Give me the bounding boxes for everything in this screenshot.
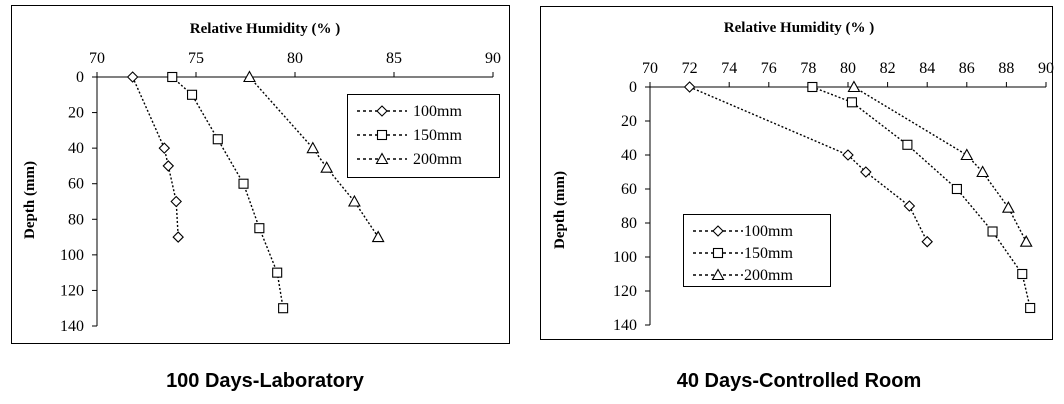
data-point-150mm <box>846 97 858 108</box>
y-tick-label: 60 <box>68 176 84 193</box>
data-point-200mm <box>371 230 385 243</box>
x-tick-label: 78 <box>800 60 816 77</box>
y-tick-label: 40 <box>68 140 84 157</box>
y-tick-label: 140 <box>613 317 637 334</box>
x-axis-label: Relative Humidity (% ) <box>724 20 874 36</box>
x-tick-label: 86 <box>959 60 975 77</box>
series-line-150mm <box>812 86 1031 309</box>
data-point-150mm <box>186 89 198 100</box>
data-point-200mm <box>347 194 361 207</box>
chart-controlled-room: 70 72 74 76 78 80 82 84 86 88 90 0 20 40 60 80 100 120 140… <box>540 6 1054 392</box>
y-tick-label: 120 <box>613 283 637 300</box>
y-axis-label: Depth (mm) <box>552 171 568 249</box>
x-tick-label: 82 <box>880 60 896 77</box>
series-line-100mm <box>131 76 179 238</box>
legend-label: 150mm <box>744 245 793 262</box>
data-point-150mm <box>212 134 223 145</box>
data-point-100mm <box>683 81 696 93</box>
x-tick-label: 70 <box>89 50 105 67</box>
data-point-150mm <box>278 303 289 314</box>
series-line-150mm <box>171 76 284 309</box>
data-point-150mm <box>167 71 178 83</box>
data-point-100mm <box>162 160 175 172</box>
series-line-200mm <box>248 76 379 238</box>
data-point-200mm <box>306 141 320 154</box>
x-tick-label: 80 <box>287 50 303 67</box>
data-point-150mm <box>272 267 283 278</box>
x-tick-label: 74 <box>721 60 737 77</box>
legend-marker <box>712 225 724 237</box>
chart-laboratory: 70 75 80 85 90 0 20 40 60 80 100 120 140 Relative Hum… <box>11 5 510 392</box>
y-tick-label: 40 <box>621 147 637 164</box>
data-point-100mm <box>126 71 139 83</box>
data-point-100mm <box>170 195 182 208</box>
data-point-150mm <box>1017 268 1028 280</box>
chart-caption: 100 Days-Laboratory <box>166 370 365 392</box>
legend-marker <box>711 268 725 281</box>
y-axis-label: Depth (mm) <box>22 161 38 239</box>
y-tick-label: 80 <box>621 215 637 232</box>
data-point-150mm <box>1025 302 1036 314</box>
legend-marker <box>376 129 388 141</box>
chart-panel-laboratory: 70 75 80 85 90 0 20 40 60 80 100 120 140 Relative Hum… <box>0 0 530 399</box>
data-point-150mm <box>987 226 998 237</box>
data-point-200mm <box>320 161 334 173</box>
data-point-200mm <box>243 70 256 83</box>
y-tick-label: 0 <box>76 69 84 86</box>
data-point-150mm <box>902 139 913 150</box>
x-tick-label: 80 <box>840 60 856 77</box>
y-tick-label: 20 <box>621 113 637 130</box>
legend-label: 150mm <box>413 127 462 144</box>
x-tick-label: 76 <box>761 60 777 77</box>
chart-caption: 40 Days-Controlled Room <box>677 370 921 392</box>
x-tick-label: 85 <box>386 50 402 67</box>
data-point-200mm <box>1001 201 1015 213</box>
chart-frame <box>11 5 510 344</box>
data-point-150mm <box>807 81 818 93</box>
data-point-150mm <box>238 178 249 189</box>
data-point-200mm <box>960 148 974 161</box>
data-point-100mm <box>860 166 872 178</box>
legend-label: 200mm <box>744 267 793 284</box>
x-tick-label: 72 <box>682 60 698 77</box>
legend-marker <box>375 152 389 165</box>
legend-marker <box>712 247 724 259</box>
x-axis-label: Relative Humidity (% ) <box>190 21 340 37</box>
y-tick-label: 120 <box>60 282 84 299</box>
legend-label: 100mm <box>413 103 462 120</box>
series-line-200mm <box>853 86 1027 243</box>
y-tick-label: 140 <box>60 318 84 335</box>
x-tick-label: 75 <box>188 50 204 67</box>
x-tick-label: 90 <box>1038 60 1054 77</box>
y-tick-label: 0 <box>629 79 637 96</box>
data-point-200mm <box>1019 235 1033 247</box>
data-point-100mm <box>903 200 916 212</box>
x-tick-label: 84 <box>919 60 935 77</box>
legend-label: 100mm <box>744 223 793 240</box>
x-tick-label: 88 <box>998 60 1014 77</box>
y-tick-label: 80 <box>68 211 84 228</box>
data-point-100mm <box>921 235 933 248</box>
x-tick-label: 70 <box>642 60 658 77</box>
legend: 100mm 150mm 200mm <box>683 214 831 287</box>
data-point-150mm <box>951 183 962 195</box>
legend: 100mm 150mm 200mm <box>347 94 500 178</box>
data-point-200mm <box>976 165 990 178</box>
y-tick-label: 20 <box>68 105 84 122</box>
data-point-200mm <box>847 80 861 93</box>
y-tick-label: 100 <box>60 247 84 264</box>
x-tick-label: 90 <box>485 50 501 67</box>
data-point-100mm <box>158 142 171 154</box>
legend-label: 200mm <box>413 151 462 168</box>
data-point-100mm <box>172 231 184 243</box>
legend-marker <box>376 105 388 117</box>
y-tick-label: 100 <box>613 249 637 266</box>
legend-box <box>347 94 500 178</box>
y-tick-label: 60 <box>621 181 637 198</box>
data-point-100mm <box>842 149 854 161</box>
data-point-150mm <box>254 223 265 234</box>
chart-frame <box>540 6 1053 340</box>
chart-panel-controlled-room: 70 72 74 76 78 80 82 84 86 88 90 0 20 40 60 80 100 120 140… <box>534 0 1064 399</box>
